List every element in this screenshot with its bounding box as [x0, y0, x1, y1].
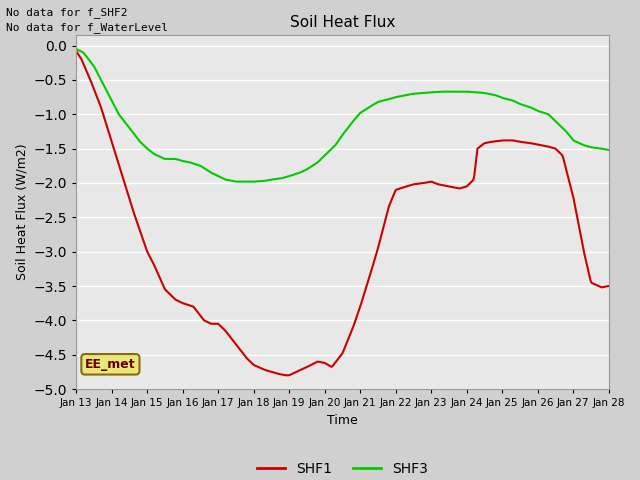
Line: SHF1: SHF1 [76, 51, 609, 375]
Text: EE_met: EE_met [85, 358, 136, 371]
X-axis label: Time: Time [327, 414, 358, 427]
SHF1 [390, 191, 398, 196]
Legend: SHF1, SHF3: SHF1, SHF3 [252, 456, 433, 480]
SHF3 [330, 144, 337, 150]
SHF1 [605, 283, 612, 289]
SHF3 [326, 147, 334, 153]
SHF1 [510, 138, 518, 144]
Text: No data for f_WaterLevel: No data for f_WaterLevel [6, 22, 168, 33]
SHF1 [326, 363, 334, 369]
SHF3 [72, 46, 80, 52]
Line: SHF3: SHF3 [76, 49, 609, 181]
SHF1 [283, 372, 291, 378]
SHF1 [72, 48, 80, 54]
SHF3 [390, 95, 398, 100]
SHF1 [330, 362, 337, 368]
SHF3 [593, 145, 601, 151]
SHF1 [362, 287, 369, 293]
Y-axis label: Soil Heat Flux (W/m2): Soil Heat Flux (W/m2) [15, 144, 28, 280]
Text: No data for f_SHF2: No data for f_SHF2 [6, 7, 128, 18]
Title: Soil Heat Flux: Soil Heat Flux [290, 15, 395, 30]
SHF3 [510, 98, 518, 104]
SHF1 [593, 282, 601, 288]
SHF3 [605, 147, 612, 153]
SHF3 [232, 179, 240, 184]
SHF3 [362, 107, 369, 112]
